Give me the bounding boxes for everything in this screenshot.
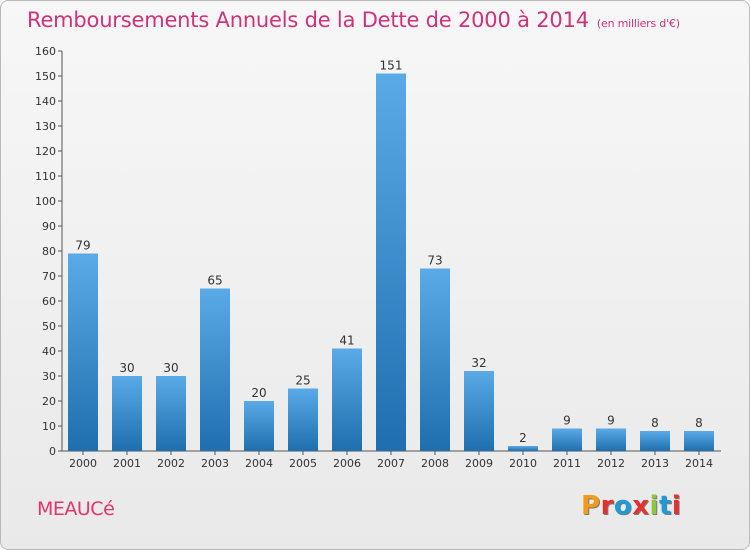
bar-value-label: 2 xyxy=(519,431,527,445)
x-tick-label: 2000 xyxy=(69,457,97,470)
y-tick-label: 160 xyxy=(35,45,56,58)
x-tick-label: 2013 xyxy=(641,457,669,470)
y-tick-label: 20 xyxy=(42,395,56,408)
bar-value-label: 9 xyxy=(563,414,571,428)
y-tick-label: 90 xyxy=(42,220,56,233)
bar xyxy=(156,376,186,451)
y-tick-label: 0 xyxy=(49,445,56,458)
logo-letter: r xyxy=(600,491,614,521)
y-tick-label: 60 xyxy=(42,295,56,308)
y-tick-label: 40 xyxy=(42,345,56,358)
y-tick-label: 70 xyxy=(42,270,56,283)
bar-value-label: 73 xyxy=(427,254,442,268)
x-tick-label: 2004 xyxy=(245,457,273,470)
x-tick-label: 2005 xyxy=(289,457,317,470)
bar xyxy=(552,428,582,451)
bar-value-label: 20 xyxy=(251,386,266,400)
bar xyxy=(376,73,406,451)
bar xyxy=(68,253,98,451)
y-tick-label: 140 xyxy=(35,95,56,108)
x-tick-label: 2011 xyxy=(553,457,581,470)
x-tick-label: 2012 xyxy=(597,457,625,470)
bar-value-label: 30 xyxy=(163,361,178,375)
axes: 0 10 20 30 40 50 60 70 80 90 100 110 120 130 140 150 160… xyxy=(35,45,721,470)
bars: 79 30 30 65 20 25 41 151 73 32 2 9 9 8 8 xyxy=(68,59,714,451)
x-tick-label: 2003 xyxy=(201,457,229,470)
bar xyxy=(464,371,494,451)
bar xyxy=(596,428,626,451)
bar-value-label: 41 xyxy=(339,334,354,348)
y-tick-label: 80 xyxy=(42,245,56,258)
proxiti-logo[interactable]: Proxiti xyxy=(581,491,681,521)
y-tick-label: 100 xyxy=(35,195,56,208)
x-tick-label: 2014 xyxy=(685,457,713,470)
logo-letter: o xyxy=(613,491,633,521)
chart-title: Remboursements Annuels de la Dette de 20… xyxy=(27,8,680,32)
bar xyxy=(332,348,362,451)
y-tick-label: 150 xyxy=(35,70,56,83)
x-tick-label: 2009 xyxy=(465,457,493,470)
bar-value-label: 79 xyxy=(75,239,90,253)
bar xyxy=(420,268,450,451)
bar-value-label: 8 xyxy=(651,416,659,430)
town-name: MEAUCé xyxy=(37,498,115,520)
logo-letter: t xyxy=(658,491,672,521)
bar-value-label: 9 xyxy=(607,414,615,428)
chart-subtitle: (en milliers d'€) xyxy=(596,17,680,30)
bar-value-label: 8 xyxy=(695,416,703,430)
bar-value-label: 25 xyxy=(295,374,310,388)
bar xyxy=(112,376,142,451)
title-text: Remboursements Annuels de la Dette de 20… xyxy=(27,8,589,32)
bar-value-label: 65 xyxy=(207,274,222,288)
y-tick-label: 130 xyxy=(35,120,56,133)
x-tick-label: 2006 xyxy=(333,457,361,470)
bar xyxy=(684,431,714,451)
x-tick-label: 2002 xyxy=(157,457,185,470)
x-tick-label: 2008 xyxy=(421,457,449,470)
y-tick-label: 10 xyxy=(42,420,56,433)
y-tick-label: 120 xyxy=(35,145,56,158)
x-tick-label: 2010 xyxy=(509,457,537,470)
logo-letter: i xyxy=(649,491,659,521)
y-tick-label: 110 xyxy=(35,170,56,183)
x-tick-label: 2001 xyxy=(113,457,141,470)
y-tick-label: 30 xyxy=(42,370,56,383)
bar xyxy=(244,401,274,451)
y-tick-label: 50 xyxy=(42,320,56,333)
bar-value-label: 30 xyxy=(119,361,134,375)
logo-letter: x xyxy=(632,491,650,521)
bar xyxy=(508,446,538,451)
bar xyxy=(200,288,230,451)
logo-letter: P xyxy=(581,491,601,521)
bar-value-label: 151 xyxy=(380,59,403,73)
bar-value-label: 32 xyxy=(471,356,486,370)
x-tick-label: 2007 xyxy=(377,457,405,470)
logo-letter: i xyxy=(671,491,682,521)
bar xyxy=(288,388,318,451)
bar xyxy=(640,431,670,451)
